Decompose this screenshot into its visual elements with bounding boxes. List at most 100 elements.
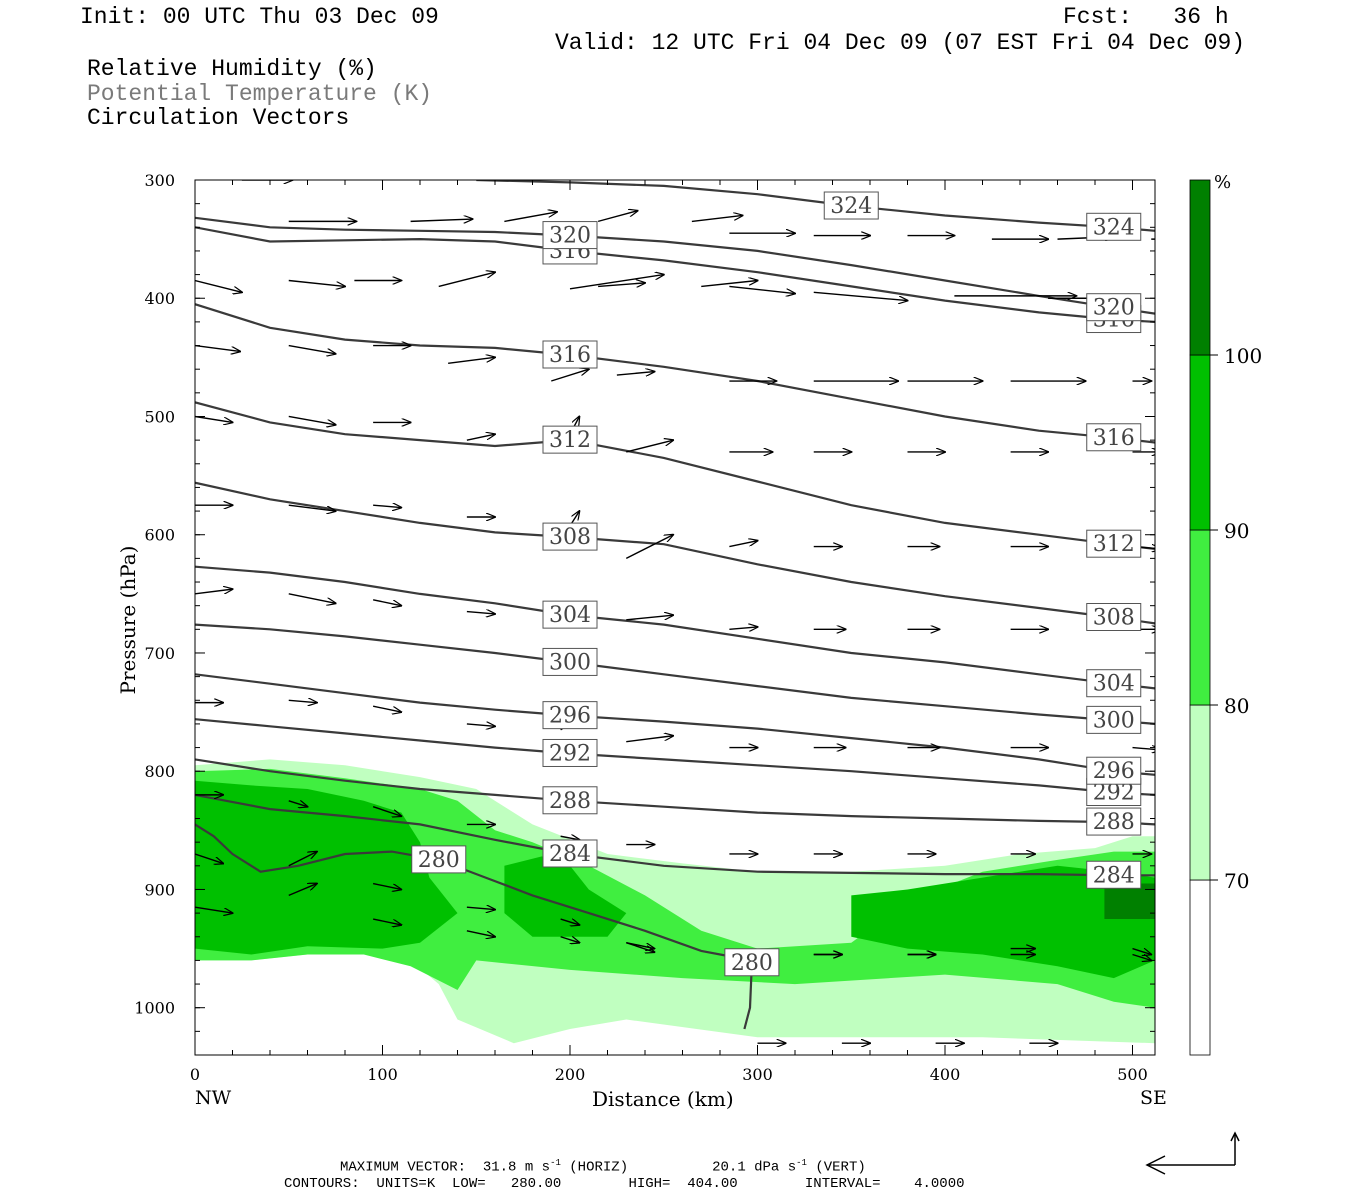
y-tick-label: 900: [144, 880, 175, 899]
theta-label-box: [724, 948, 780, 977]
theta-label-box: [542, 839, 598, 868]
rh-region-90: [851, 865, 1155, 979]
theta-label-box: [823, 191, 879, 220]
theta-label-box: [1086, 529, 1142, 558]
circulation-vector: [195, 279, 242, 293]
colorbar: 70 80 90 100%: [1189, 172, 1262, 1056]
y-tick-label: 700: [144, 644, 175, 663]
theta-label-316: 316: [1093, 426, 1135, 451]
theta-label-box: [1086, 603, 1142, 631]
theta-label-box: [1086, 705, 1142, 734]
circulation-vector: [626, 440, 673, 453]
x-tick-label: 400: [930, 1065, 961, 1084]
circulation-vector: [504, 212, 557, 223]
x-end-label-left: NW: [195, 1087, 232, 1109]
theta-label-288: 288: [1093, 810, 1135, 835]
theta-label-box: [542, 786, 598, 815]
theta-label-box: [1086, 860, 1142, 889]
contours-info: CONTOURS: UNITS=K LOW= 280.00 HIGH= 404.…: [284, 1176, 965, 1192]
theta-label-box: [542, 221, 598, 250]
circulation-vector: [701, 281, 757, 288]
theta-label-320: 320: [549, 224, 591, 249]
y-tick-label: 600: [144, 526, 175, 545]
field-label-theta: Potential Temperature (K): [87, 81, 433, 107]
theta-label-box: [1086, 212, 1142, 241]
circulation-vector: [410, 219, 473, 221]
theta-label-308: 308: [549, 525, 591, 550]
y-tick-label: 1000: [134, 999, 175, 1018]
circulation-vector: [626, 615, 673, 621]
theta-label-296: 296: [549, 704, 591, 729]
circulation-vector: [1132, 953, 1152, 960]
theta-label-box: [542, 701, 598, 730]
theta-line-316: [195, 303, 1155, 444]
circulation-vector: [288, 884, 317, 897]
circulation-vectors: [195, 180, 1155, 1043]
circulation-vector: [448, 357, 495, 364]
theta-line-320: [195, 216, 1155, 315]
x-tick-label: 100: [367, 1065, 398, 1084]
theta-line-284: [195, 793, 1155, 877]
theta-label-288: 288: [549, 789, 591, 814]
circulation-vector: [1132, 947, 1152, 955]
theta-line-292: [195, 718, 1155, 796]
circulation-vector: [691, 215, 743, 223]
theta-label-300: 300: [549, 650, 591, 675]
circulation-vector: [626, 942, 654, 952]
contour-labels: 2802802842842882882922922962963003003043…: [411, 191, 1142, 977]
circulation-vector: [195, 344, 240, 352]
circulation-vector: [560, 836, 580, 840]
theta-label-320: 320: [1093, 296, 1135, 321]
circulation-vector: [195, 589, 233, 595]
circulation-vector: [288, 593, 336, 603]
circulation-vector: [288, 504, 336, 511]
plot-frame: [194, 179, 1156, 1056]
axes: 0 100 200 300 400 500 300 400 500 600 700 800 900 100…: [134, 171, 1155, 1084]
circulation-vector: [195, 906, 233, 913]
theta-label-324: 324: [830, 194, 872, 219]
theta-line-288: [195, 758, 1155, 826]
vert-tag: (VERT): [815, 1159, 866, 1176]
theta-label-box: [542, 738, 598, 767]
theta-label-284: 284: [549, 842, 591, 867]
forecast-hour: Fcst: 36 h: [1063, 4, 1229, 30]
colorbar-segment: [1189, 529, 1211, 706]
theta-label-box: [411, 845, 467, 874]
theta-label-box: [542, 647, 598, 676]
rh-region-90: [195, 780, 458, 955]
theta-label-box: [542, 522, 598, 551]
theta-line-304: [195, 565, 1155, 690]
init-time: Init: 00 UTC Thu 03 Dec 09: [80, 4, 439, 30]
circulation-vector: [466, 724, 495, 726]
circulation-vector: [372, 882, 401, 890]
theta-label-304: 304: [549, 603, 591, 628]
theta-label-280: 280: [731, 951, 773, 976]
circulation-vector: [372, 918, 401, 925]
theta-line-296: [195, 673, 1155, 776]
colorbar-label-70: 70: [1224, 869, 1249, 893]
circulation-vector: [373, 505, 401, 507]
theta-label-304: 304: [1093, 672, 1135, 697]
circulation-vector: [729, 541, 757, 548]
circulation-vector: [597, 211, 637, 223]
theta-contours: [195, 180, 1155, 1030]
x-tick-label: 300: [742, 1065, 773, 1084]
x-end-label-right: SE: [1140, 1087, 1167, 1109]
circulation-vector: [466, 907, 495, 909]
theta-label-box: [1086, 293, 1142, 322]
circulation-vector: [438, 272, 495, 288]
circulation-vector: [551, 369, 589, 382]
theta-label-292: 292: [549, 741, 591, 766]
theta-label-box: [542, 340, 598, 369]
rh-region-90: [504, 856, 627, 937]
circulation-vector: [560, 918, 580, 925]
y-tick-label: 800: [144, 762, 175, 781]
theta-label-box: [1086, 423, 1142, 452]
horiz-value: 31.8 m s: [482, 1159, 551, 1176]
theta-label-284: 284: [1093, 863, 1135, 888]
circulation-vector: [288, 800, 308, 807]
rh-shading: [195, 759, 1155, 1044]
vert-value: 20.1 dPa s: [712, 1159, 797, 1176]
colorbar-label-80: 80: [1224, 694, 1249, 718]
